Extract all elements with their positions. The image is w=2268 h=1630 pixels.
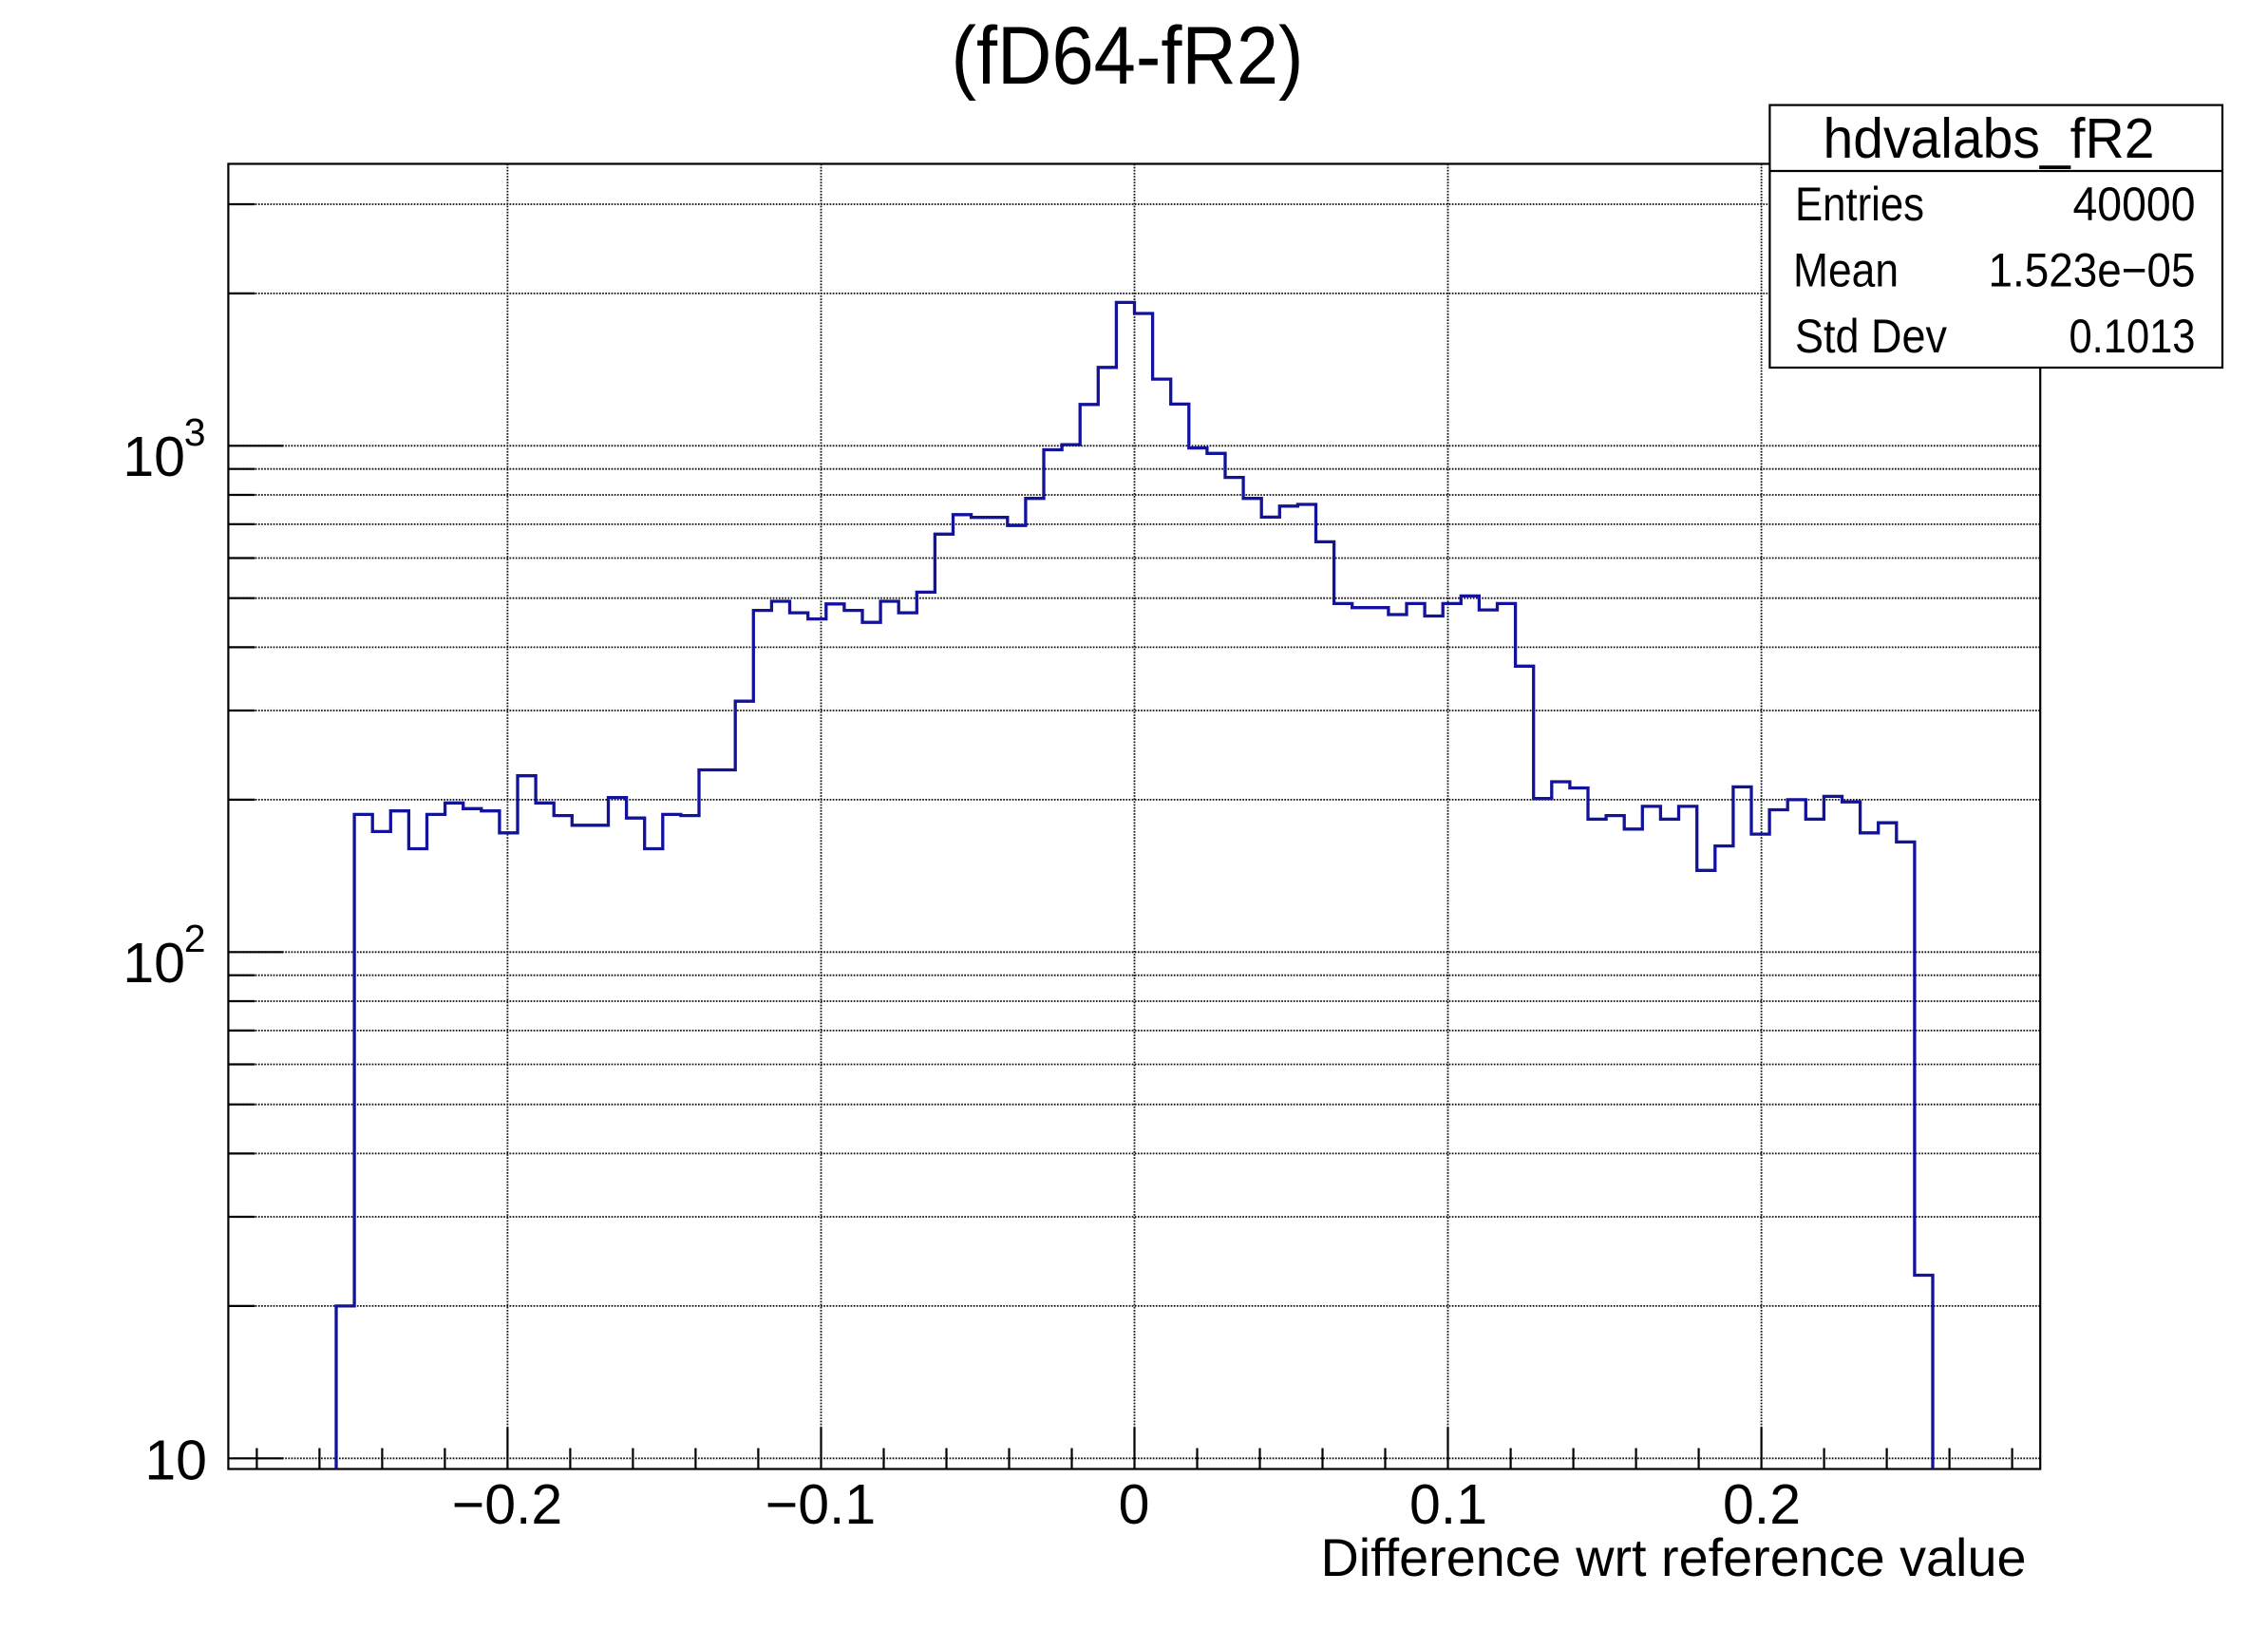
svg-text:0.1013: 0.1013 [2070,310,2196,363]
svg-text:Mean: Mean [1793,243,1899,296]
svg-text:−0.2: −0.2 [452,1473,562,1536]
svg-text:1.523e−05: 1.523e−05 [1989,243,2196,296]
svg-text:Std Dev: Std Dev [1795,310,1947,363]
svg-text:Entries: Entries [1795,178,1924,231]
svg-text:2: 2 [184,917,206,960]
svg-text:10: 10 [123,932,185,995]
svg-text:40000: 40000 [2073,178,2196,231]
svg-text:−0.1: −0.1 [765,1473,876,1536]
svg-text:10: 10 [123,426,185,488]
svg-text:10: 10 [144,1429,207,1491]
svg-text:hdvalabs_fR2: hdvalabs_fR2 [1824,107,2155,170]
svg-text:Difference wrt reference value: Difference wrt reference value [1321,1527,2027,1587]
svg-text:0.1: 0.1 [1409,1473,1487,1536]
svg-text:3: 3 [184,410,206,454]
svg-text:0.2: 0.2 [1723,1473,1801,1536]
svg-text:0: 0 [1119,1473,1150,1536]
svg-text:(fD64-fR2): (fD64-fR2) [952,10,1304,102]
